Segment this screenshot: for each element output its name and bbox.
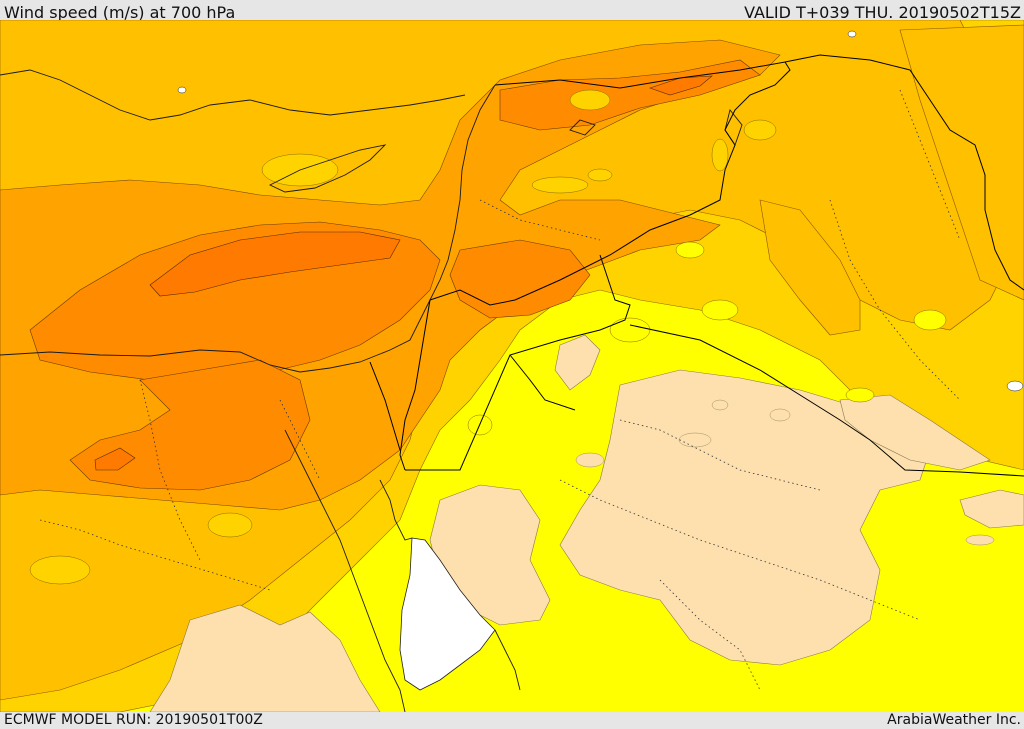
header-bar <box>0 0 1024 20</box>
pale-specks <box>575 399 995 546</box>
band-deep-orange-ne <box>649 75 713 96</box>
band-amber-east <box>759 199 861 336</box>
map-canvas <box>0 20 1024 712</box>
borders <box>369 54 1024 477</box>
band-pale-patch <box>554 334 601 391</box>
scattered-patches <box>29 89 777 585</box>
map-title: Wind speed (m/s) at 700 hPa <box>4 3 236 22</box>
model-run: ECMWF MODEL RUN: 20190501T00Z <box>4 712 263 728</box>
band-amber-northeast <box>899 24 1024 301</box>
band-deep-orange <box>149 231 401 297</box>
yellow-patches <box>467 241 947 436</box>
band-dark-orange-mid <box>449 239 591 319</box>
wind-speed-map <box>0 20 1024 712</box>
footer-bar <box>0 712 1024 729</box>
band-pale-se <box>959 489 1024 529</box>
coastlines <box>0 69 743 712</box>
band-pale-sw <box>149 604 381 712</box>
water-red-sea <box>399 537 496 691</box>
band-deep-orange-sw <box>94 447 136 471</box>
valid-time: VALID T+039 THU. 20190502T15Z <box>744 3 1021 22</box>
dotted-boundaries <box>39 89 961 691</box>
band-pale-east <box>839 394 991 471</box>
white-specks <box>177 30 1024 392</box>
provider-credit: ArabiaWeather Inc. <box>887 712 1021 728</box>
